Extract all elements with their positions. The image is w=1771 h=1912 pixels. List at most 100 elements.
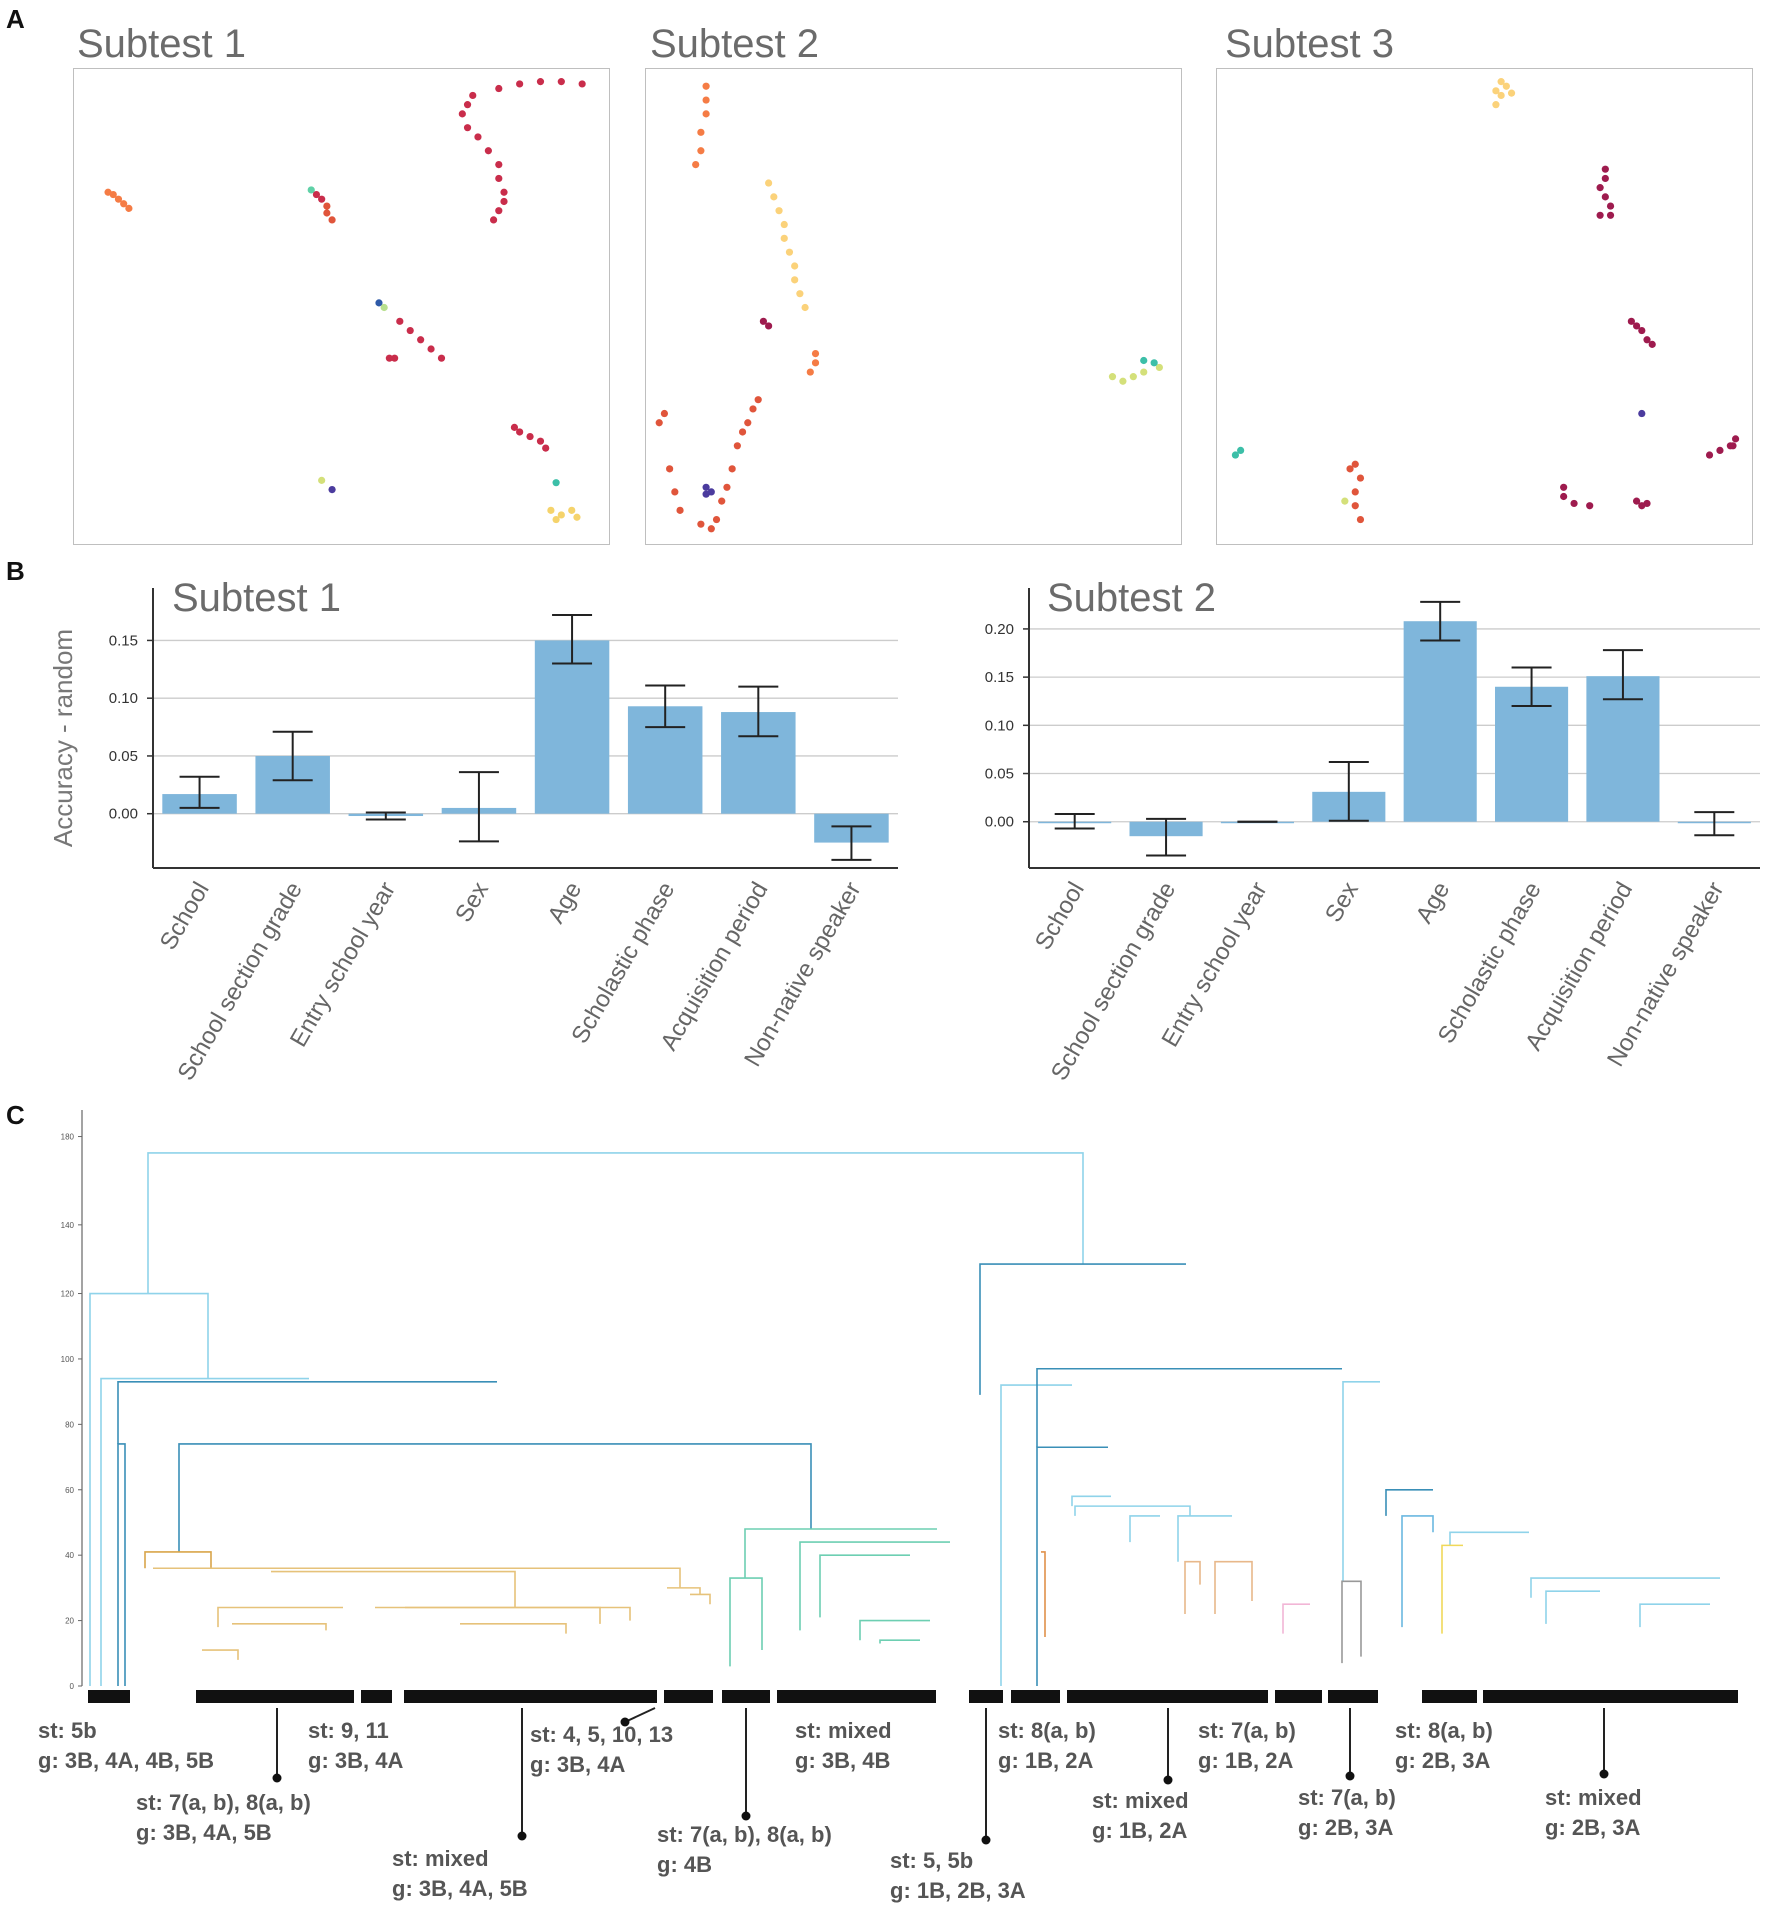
annotation-st: st: 9, 11: [308, 1718, 389, 1743]
leaf-group-bar: [1422, 1690, 1477, 1703]
annotation-dot: [620, 1717, 630, 1727]
scatter-plot-1: [73, 68, 610, 545]
scatter-point: [1497, 78, 1505, 86]
scatter-point: [1596, 211, 1604, 219]
bar-ytick-label: 0.10: [985, 717, 1014, 734]
bar: [1495, 686, 1569, 822]
scatter-point: [547, 506, 555, 514]
dendro-link: [144, 1551, 212, 1569]
scatter-point: [328, 485, 336, 494]
scatter-point: [733, 442, 741, 450]
scatter-point: [1729, 442, 1737, 450]
dendro-link: [217, 1606, 343, 1628]
leaf-group-bar: [1011, 1690, 1060, 1703]
dendro-link: [979, 1263, 1186, 1395]
annotation-dot: [1599, 1769, 1609, 1779]
bar: [1403, 621, 1477, 822]
scatter-plot-3: [1216, 68, 1753, 545]
scatter-point: [770, 193, 778, 201]
scatter-point: [1341, 497, 1349, 505]
bar-ylabel: Accuracy - random: [48, 629, 78, 847]
scatter-point: [318, 195, 326, 203]
bar-ytick-label: 0.20: [985, 621, 1014, 638]
annotation-g: g: 3B, 4A, 5B: [136, 1820, 272, 1845]
leaf-group-bar: [722, 1690, 770, 1703]
scatter-point: [552, 479, 560, 487]
scatter-point: [1648, 340, 1656, 348]
scatter-point: [380, 303, 388, 312]
dendro-link: [1214, 1560, 1253, 1615]
scatter-point: [702, 490, 710, 498]
scatter-title-2: Subtest 2: [650, 22, 820, 66]
scatter-point: [728, 465, 736, 473]
leaf-group-bar: [196, 1690, 354, 1703]
scatter-point: [1586, 502, 1594, 510]
dendro-link: [1036, 1367, 1342, 1448]
scatter-point: [765, 322, 773, 330]
scatter-point: [811, 350, 820, 358]
scatter-point: [458, 110, 466, 118]
dendro-link: [202, 1649, 239, 1660]
dendro-link: [1401, 1515, 1434, 1628]
annotation-g: g: 2B, 3A: [1545, 1815, 1640, 1840]
annotation-g: g: 3B, 4A, 5B: [392, 1876, 528, 1901]
scatter-point: [516, 428, 524, 436]
annotation-g: g: 1B, 2A: [998, 1748, 1093, 1773]
dendro-link: [1385, 1488, 1433, 1516]
bar-charts: Accuracy - random 0.15 0.10 0.05 0.00 Subtes…: [48, 576, 1760, 1085]
annotation-st: st: 5, 5b: [890, 1848, 973, 1873]
scatter-point: [723, 483, 731, 491]
scatter-point: [578, 80, 586, 88]
dendro-link: [1639, 1603, 1710, 1628]
scatter-point: [759, 317, 768, 325]
scatter-point: [744, 419, 752, 427]
leaf-group-bar: [1275, 1690, 1322, 1703]
scatter-point: [469, 91, 477, 100]
dendro-ytick-label: 60: [65, 1486, 74, 1495]
annotation-g: g: 1B, 2B, 3A: [890, 1878, 1026, 1903]
annotation-st: st: 7(a, b), 8(a, b): [657, 1822, 832, 1847]
annotation-g: g: 3B, 4A: [530, 1752, 625, 1777]
scatter-point: [463, 101, 472, 109]
scatter-point: [697, 128, 705, 136]
dendro-link: [405, 1606, 601, 1624]
scatter-point: [568, 506, 576, 514]
scatter-point: [1596, 184, 1604, 192]
dendro-ytick-label: 80: [65, 1420, 74, 1429]
scatter-point: [463, 124, 472, 132]
scatter-point: [396, 317, 404, 325]
dendro-link: [744, 1528, 937, 1579]
bar-ytick-label: 0.15: [109, 632, 138, 649]
annotation-g: g: 2B, 3A: [1395, 1748, 1490, 1773]
scatter-point: [1231, 451, 1240, 459]
scatter-point: [307, 186, 315, 194]
scatter-point: [427, 345, 435, 353]
scatter-point: [780, 220, 788, 229]
scatter-point: [1140, 368, 1148, 376]
scatter-point: [120, 200, 128, 208]
scatter-point: [1129, 373, 1137, 381]
scatter-point: [318, 476, 326, 484]
scatter-point: [573, 513, 581, 521]
dendro-link: [178, 1443, 812, 1552]
dendro-link: [729, 1577, 763, 1667]
scatter-point: [323, 209, 331, 217]
dendro-link: [89, 1292, 209, 1686]
scatter-point: [1502, 82, 1510, 90]
scatter-point: [391, 354, 399, 362]
leaf-group-bar: [1483, 1690, 1738, 1703]
scatter-point: [1638, 326, 1646, 335]
dendro-ytick-label: 100: [61, 1355, 75, 1364]
scatter-point: [1632, 322, 1641, 330]
scatter-point: [542, 444, 550, 452]
scatter-point: [495, 174, 503, 183]
dendro-link: [819, 1554, 910, 1618]
scatter-point: [495, 84, 503, 93]
scatter-point: [500, 197, 508, 206]
dendro-link: [1282, 1603, 1310, 1634]
annotation-dot: [1345, 1771, 1355, 1781]
scatter-point: [1606, 211, 1615, 219]
bar-ytick-label: 0.05: [109, 748, 138, 765]
scatter-point: [323, 202, 331, 210]
dendro-link: [1041, 1551, 1046, 1637]
